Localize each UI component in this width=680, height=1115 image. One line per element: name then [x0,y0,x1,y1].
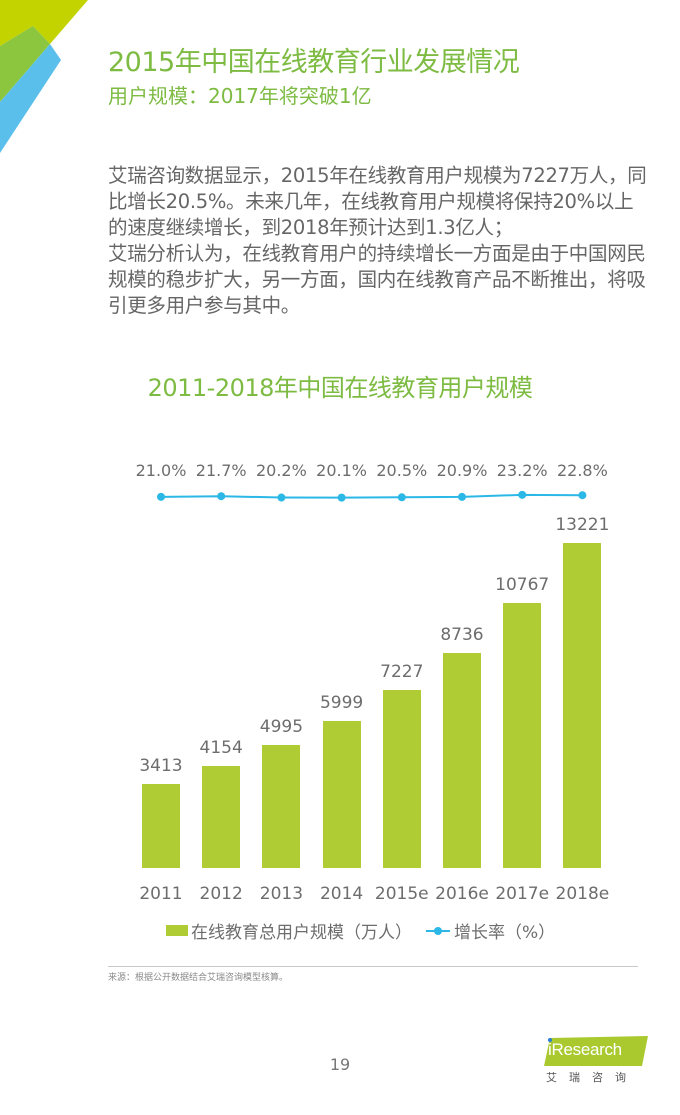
growth-rate-label: 21.7% [195,461,247,480]
growth-rate-point [217,492,226,501]
bar-2011 [142,784,180,868]
bar-value-label: 13221 [555,515,610,535]
bar-value-label: 5999 [319,692,364,713]
logo-text: iResearch [548,1040,622,1059]
growth-rate-point [518,490,527,499]
bar-2018e [563,543,602,868]
page-title: 2015年中国在线教育行业发展情况 [108,47,520,78]
growth-rate-label: 20.5% [376,461,428,480]
chart-title: 2011-2018年中国在线教育用户规模 [147,374,533,402]
x-axis-label: 2011 [139,884,183,904]
legend-bar-label: 在线教育总用户规模（万人） [191,923,412,943]
growth-rate-label: 20.1% [316,461,367,480]
growth-rate-label: 20.9% [436,461,488,480]
logo-chinese-text: 艾瑞咨询 [546,1071,638,1084]
x-axis-label: 2015e [374,884,429,904]
x-axis-label: 2013 [259,884,304,904]
logo-background-icon [544,1036,648,1066]
legend-line-label: 增长率（%） [454,923,556,943]
bar-2015e [382,690,421,868]
body-paragraph: 艾瑞咨询数据显示，2015年在线教育用户规模为7227万人，同比增长20.5%。… [108,164,647,239]
bar-value-label: 7227 [380,662,424,683]
body-paragraph: 艾瑞分析认为，在线教育用户的持续增长一方面是由于中国网民规模的稳步扩大，另一方面… [108,242,646,317]
x-axis-label: 2018e [555,884,610,904]
growth-rate-point [458,492,466,501]
page-number: 19 [329,1055,351,1074]
x-axis-label: 2012 [199,884,243,904]
x-axis-label: 2014 [319,884,364,904]
bar-value-label: 8736 [440,625,484,646]
bar-2016e [443,653,481,868]
bar-2012 [202,765,241,868]
growth-rate-point [397,493,406,502]
logo-dot-icon [548,1038,552,1042]
x-axis-label: 2016e [435,884,489,904]
chart-legend: 在线教育总用户规模（万人） 增长率（%） [166,918,555,943]
legend-bar-swatch-icon [166,925,188,936]
corner-decoration [0,0,88,153]
growth-rate-label: 20.2% [255,461,307,480]
bar-2017e [503,603,542,868]
bar-value-label: 4995 [259,717,304,738]
bar-value-label: 10767 [495,575,550,596]
body-text: 艾瑞咨询数据显示，2015年在线教育用户规模为7227万人，同比增长20.5%。… [108,163,648,319]
bar-2013 [262,745,301,868]
page-subtitle: 用户规模：2017年将突破1亿 [108,84,372,108]
footer-divider [108,966,638,967]
growth-rate-point [277,493,286,502]
growth-rate-label: 22.8% [556,461,608,480]
bar-value-label: 4154 [199,737,243,758]
growth-rate-label: 23.2% [496,461,548,480]
growth-rate-point [337,493,346,502]
x-axis-label: 2017e [495,884,550,904]
growth-rate-label: 21.0% [135,461,187,480]
growth-rate-point [578,491,587,500]
bar-2014 [322,720,361,868]
growth-rate-point [157,492,165,501]
source-note: 来源：根据公开数据结合艾瑞咨询模型核算。 [108,973,289,983]
iresearch-logo: iResearch 艾瑞咨询 [542,1036,652,1086]
legend-line-marker-icon [426,925,450,937]
bar-value-label: 3413 [139,756,183,777]
